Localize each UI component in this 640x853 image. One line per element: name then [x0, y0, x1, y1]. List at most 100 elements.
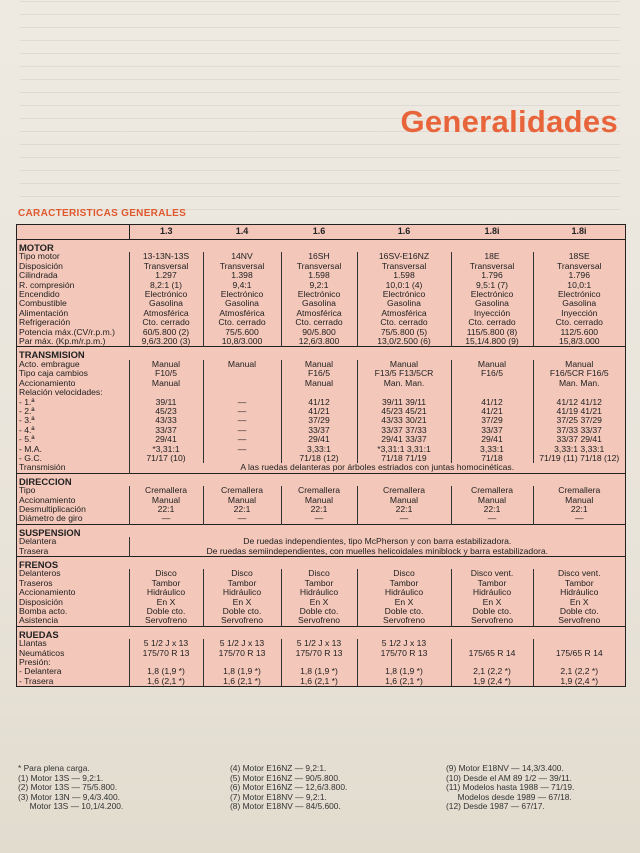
spec-value: Inyección	[532, 308, 625, 319]
spec-value: —	[128, 514, 203, 525]
spec-value: 22:1	[128, 504, 203, 515]
spec-row: Accionamiento Manual Manual Man. Man. Man. M…	[17, 378, 625, 389]
spec-label: Asistencia	[19, 616, 59, 626]
spec-value: En X	[128, 597, 203, 608]
column-header: 1.6	[281, 225, 357, 240]
spec-row: - 4.ª 33/37—33/37 33/37 37/33 33/37 37/33 33…	[17, 425, 625, 436]
spec-row: Disposición En X En X En X En X En X En X	[17, 597, 625, 608]
spec-value: 15,1/4.800 (9)	[450, 336, 533, 347]
spec-value: 175/70 R 13	[202, 648, 281, 659]
spec-value: Man. Man.	[532, 378, 625, 389]
spec-value: Transversal	[532, 261, 625, 272]
header-corner	[17, 225, 130, 240]
spec-label: Delanteros	[19, 569, 61, 579]
spec-value: —	[280, 514, 357, 525]
spec-value: 12,6/3.800	[280, 336, 357, 347]
spec-value	[202, 453, 281, 464]
spec-value: Manual	[280, 378, 357, 389]
spec-row: Relación velocidades:	[17, 388, 625, 398]
spec-value: Electrónico	[532, 289, 625, 300]
spec-label: Refrigeración	[19, 318, 71, 328]
spec-row: - 2.ª 45/23—41/21 45/23 45/21 41/21 41/19 41…	[17, 406, 625, 417]
spec-value: 175/65 R 14	[532, 648, 625, 659]
section-title: SUSPENSION	[17, 523, 625, 538]
spec-value: 1,6 (2,1 *)	[128, 676, 203, 687]
spec-label: Alimentación	[19, 308, 69, 318]
column-header: 1.8i	[533, 225, 625, 240]
spec-value: 13-13N-13S	[128, 251, 203, 262]
specs-table: 1.3 1.4 1.6 1.6 1.8i 1.8i MOTOR Tipo motor 13-13…	[17, 225, 625, 687]
spec-value: 41/21	[280, 406, 357, 417]
spec-label: R. compresión	[19, 280, 75, 290]
spec-value: 1.796	[450, 270, 533, 281]
spec-value: Doble cto.	[532, 606, 625, 617]
spec-value	[280, 658, 357, 668]
spec-label: - G.C.	[19, 453, 42, 463]
spec-row: Tipo caja cambios F10/5 F16/5 F13/5 F13/5CR…	[17, 368, 625, 379]
spec-value: —	[450, 514, 533, 525]
specs-table-frame: 1.3 1.4 1.6 1.6 1.8i 1.8i MOTOR Tipo motor 13-13…	[16, 224, 626, 688]
footnote-line: (9) Motor E18NV — 14,3/3.400.	[446, 763, 564, 773]
spec-value: Man. Man.	[356, 378, 451, 389]
spec-value: 5 1/2 J x 13	[202, 638, 281, 649]
spec-row: - 1.ª 39/11—41/12 39/11 39/11 41/12 41/12 41…	[17, 397, 625, 407]
spec-value: 1,6 (2,1 *)	[280, 676, 357, 687]
spec-value: 3,33:1 3,33:1	[532, 444, 625, 454]
spec-value: 1,8 (1,9 *)	[280, 667, 357, 677]
spec-value: Manual	[450, 495, 533, 505]
spec-value: 39/11	[128, 397, 203, 407]
spec-value: 29/41	[128, 434, 203, 445]
spec-value: En X	[280, 597, 357, 608]
spec-value: Atmosférica	[356, 308, 451, 319]
spec-value: Manual	[128, 378, 203, 389]
spec-row: Delanteros Disco Disco Disco Disco Disco vent…	[17, 568, 625, 579]
section-header: TRANSMISION	[17, 346, 625, 360]
spec-value: Cremallera	[532, 485, 625, 496]
section-header: SUSPENSION	[17, 523, 625, 538]
spec-label: Par máx. (Kp.m/r.p.m.)	[19, 337, 106, 347]
spec-row: Potencia máx.(CV/r.p.m.) 60/5.800 (2) 75/5…	[17, 327, 625, 338]
spec-row: - Delantera 1,8 (1,9 *) 1,8 (1,9 *) 1,8 (1,…	[17, 667, 625, 677]
spec-span-value: A las ruedas delanteras por árboles estr…	[128, 463, 625, 474]
spec-label: - 2.ª	[19, 406, 35, 416]
spec-row: Accionamiento Hidráulico Hidráulico Hidrául…	[17, 587, 625, 598]
spec-row: - G.C. 71/17 (10) 71/18 (12) 71/18 71/19 71/…	[17, 453, 625, 464]
spec-value: F16/5	[450, 368, 533, 379]
spec-value: 16SH	[280, 251, 357, 262]
spec-value: *3,31:1 3,31:1	[356, 444, 451, 454]
spec-label: - Trasera	[19, 676, 54, 686]
spec-value: 1.297	[128, 270, 203, 281]
spec-value: 3,33:1	[450, 444, 533, 454]
spec-value	[450, 658, 533, 668]
spec-value: Electrónico	[356, 289, 451, 300]
spec-value: 1,6 (2,1 *)	[202, 676, 281, 687]
spec-value: Tambor	[356, 578, 451, 589]
spec-value: 33/37	[450, 425, 533, 436]
spec-value: Atmosférica	[128, 308, 203, 319]
spec-value: Manual	[202, 359, 281, 370]
footnote-line: (11) Modelos hasta 1988 — 71/19.	[446, 782, 575, 793]
spec-value: 2,1 (2,2 *)	[532, 667, 625, 677]
spec-value: Gasolina	[450, 299, 533, 309]
footnote-line: (6) Motor E16NZ — 12,6/3.800.	[230, 782, 348, 793]
spec-value: En X	[202, 597, 281, 608]
spec-label: Acto. embrague	[19, 359, 80, 369]
spec-value: —	[356, 514, 451, 525]
spec-value	[202, 378, 281, 389]
spec-value: Manual	[280, 495, 357, 505]
spec-value: 112/5.600	[532, 327, 625, 338]
spec-value: Gasolina	[128, 299, 203, 309]
spec-value: 10,8/3.000	[202, 336, 281, 347]
spec-value: 175/70 R 13	[128, 648, 203, 659]
spec-row: Transmisión A las ruedas delanteras por á…	[17, 463, 625, 474]
spec-label: Potencia máx.(CV/r.p.m.)	[19, 327, 115, 337]
spec-value: Tambor	[128, 578, 203, 589]
spec-value: Cto. cerrado	[128, 317, 203, 328]
spec-value: F13/5 F13/5CR	[356, 368, 451, 379]
spec-row: Traseros Tambor Tambor Tambor Tambor Tambor Ta…	[17, 578, 625, 589]
spec-value: Servofreno	[128, 616, 203, 627]
spec-value: 33/37	[128, 425, 203, 436]
spec-value: 71/19 (11) 71/18 (12)	[532, 453, 625, 464]
spec-label: Accionamiento	[19, 495, 76, 505]
spec-value: Doble cto.	[280, 606, 357, 617]
